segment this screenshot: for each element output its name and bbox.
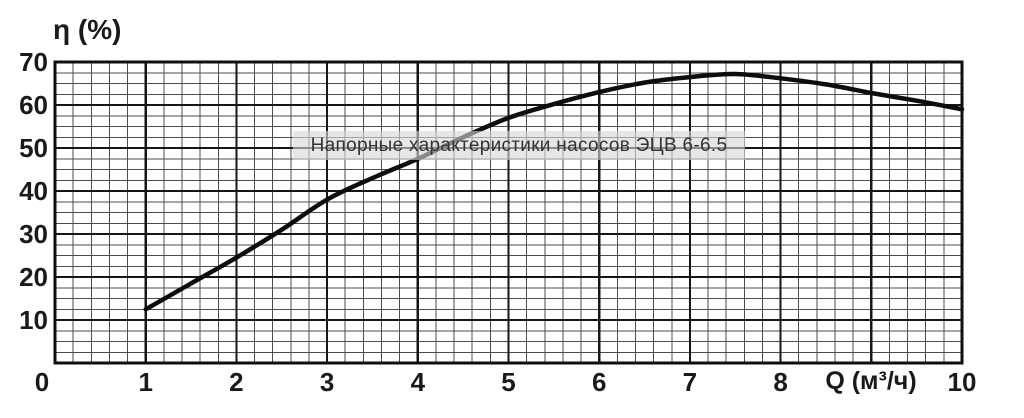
x-tick-label: 7 xyxy=(682,367,698,397)
y-tick-label: 10 xyxy=(19,305,48,335)
x-tick-label: 2 xyxy=(229,367,244,397)
y-tick-label: 60 xyxy=(19,90,48,120)
plot-border xyxy=(53,60,964,365)
x-tick-label: 10 xyxy=(947,367,977,397)
y-axis-title: η (%) xyxy=(53,14,122,45)
x-tick-label: 3 xyxy=(319,367,335,397)
x-tick-label: 4 xyxy=(410,367,426,397)
chart-title-overlay: Напорные характеристики насосов ЭЦВ 6-6.… xyxy=(293,131,745,160)
efficiency-curve xyxy=(143,71,965,312)
x-tick-label: 0 xyxy=(34,367,50,397)
x-tick-label: 1 xyxy=(138,367,153,397)
y-tick-label: 70 xyxy=(19,47,48,77)
y-tick-label: 20 xyxy=(19,262,48,292)
y-tick-label: 30 xyxy=(19,219,48,249)
x-tick-label: 8 xyxy=(773,367,788,397)
x-axis-title: Q (м³/ч) xyxy=(825,367,917,395)
x-tick-label: 6 xyxy=(591,367,607,397)
y-tick-label: 50 xyxy=(19,133,48,163)
chart-title-text: Напорные характеристики насосов ЭЦВ 6-6.… xyxy=(310,134,728,156)
x-tick-label: 5 xyxy=(501,367,516,397)
y-tick-label: 40 xyxy=(19,176,48,206)
